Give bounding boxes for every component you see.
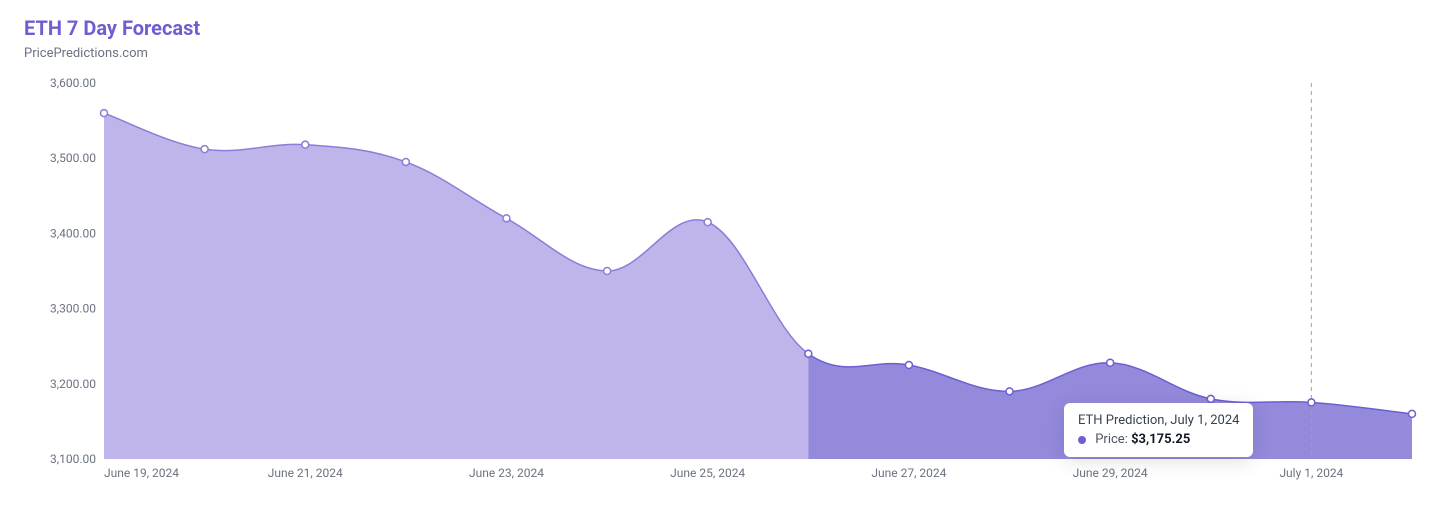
data-point-marker[interactable] bbox=[402, 158, 409, 165]
x-axis-label: July 1, 2024 bbox=[1279, 466, 1343, 480]
y-axis-label: 3,500.00 bbox=[50, 151, 96, 165]
y-axis-label: 3,600.00 bbox=[50, 76, 96, 90]
data-point-marker[interactable] bbox=[101, 110, 108, 117]
x-axis-label: June 23, 2024 bbox=[469, 466, 544, 480]
y-axis-label: 3,200.00 bbox=[50, 377, 96, 391]
x-axis-label: June 29, 2024 bbox=[1073, 466, 1148, 480]
data-point-marker[interactable] bbox=[503, 215, 510, 222]
data-point-marker[interactable] bbox=[1006, 388, 1013, 395]
chart-container: 3,100.00 3,200.00 3,300.00 3,400.00 3,500.00… bbox=[24, 73, 1412, 513]
x-axis-label: June 27, 2024 bbox=[871, 466, 946, 480]
data-point-marker[interactable] bbox=[1107, 359, 1114, 366]
y-axis-label: 3,300.00 bbox=[50, 302, 96, 316]
data-point-marker[interactable] bbox=[805, 350, 812, 357]
data-point-marker[interactable] bbox=[1207, 395, 1214, 402]
data-point-marker[interactable] bbox=[302, 141, 309, 148]
data-point-marker[interactable] bbox=[604, 268, 611, 275]
x-axis-label: June 25, 2024 bbox=[670, 466, 745, 480]
forecast-area-chart[interactable]: 3,100.00 3,200.00 3,300.00 3,400.00 3,500.00… bbox=[24, 73, 1412, 513]
y-axis-label: 3,100.00 bbox=[50, 452, 96, 466]
data-point-marker[interactable] bbox=[201, 146, 208, 153]
data-point-marker[interactable] bbox=[1409, 410, 1416, 417]
chart-title: ETH 7 Day Forecast bbox=[24, 16, 1412, 40]
data-point-marker[interactable] bbox=[704, 219, 711, 226]
data-point-marker[interactable] bbox=[905, 362, 912, 369]
x-axis-label: June 19, 2024 bbox=[104, 466, 179, 480]
y-axis-label: 3,400.00 bbox=[50, 226, 96, 240]
x-axis-label: June 21, 2024 bbox=[268, 466, 343, 480]
data-point-marker[interactable] bbox=[1308, 399, 1315, 406]
chart-subtitle: PricePredictions.com bbox=[24, 46, 1412, 61]
